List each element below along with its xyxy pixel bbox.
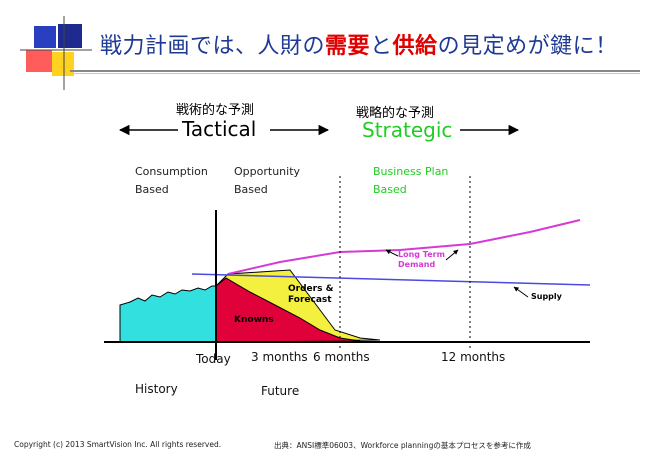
- title-supply: 供給: [392, 34, 438, 59]
- history-label: History: [135, 382, 178, 396]
- opportunity-line2: Based: [234, 183, 268, 196]
- title-part1: 戦力計画では、人財の: [100, 34, 326, 59]
- supply-line: [191, 273, 591, 286]
- long-term-arrow-left: [385, 249, 399, 257]
- title-rule: [70, 70, 640, 72]
- orders-line2: Forecast: [288, 295, 332, 305]
- consumption-line2: Based: [135, 183, 169, 196]
- future-label: Future: [261, 384, 300, 398]
- long-term-arrow-right: [445, 249, 459, 261]
- source-text: 出典：ANSI標準06003、Workforce planningの基本プロセス…: [274, 441, 531, 450]
- tactical-jp-label: 戦術的な予測: [176, 103, 255, 118]
- history-area: [119, 285, 217, 343]
- three-months-label: 3 months: [251, 350, 308, 364]
- opportunity-based-label: Opportunity Based: [234, 163, 300, 199]
- six-months-label: 6 months: [313, 350, 370, 364]
- long-term-line1: Long Term: [398, 250, 445, 259]
- orders-forecast-label: Orders & Forecast: [288, 284, 333, 306]
- consumption-line1: Consumption: [135, 165, 208, 178]
- title-demand: 需要: [325, 34, 371, 59]
- long-term-demand-label: Long Term Demand: [398, 250, 445, 270]
- twelve-months-label: 12 months: [441, 350, 506, 364]
- today-label: Today: [196, 352, 231, 366]
- orders-line1: Orders &: [288, 284, 334, 294]
- page-title: 戦力計画では、人財の需要と供給の見定めが鍵に！: [100, 28, 618, 60]
- supply-arrow: [513, 286, 529, 298]
- strategic-label: Strategic: [362, 118, 453, 142]
- long-term-line2: Demand: [398, 260, 436, 269]
- title-part2: の見定めが鍵に！: [437, 34, 618, 59]
- business-line1: Business Plan: [373, 165, 449, 178]
- business-line2: Based: [373, 183, 407, 196]
- supply-label: Supply: [531, 292, 562, 301]
- consumption-based-label: Consumption Based: [135, 163, 208, 199]
- copyright-text: Copyright (c) 2013 SmartVision Inc. All …: [14, 440, 222, 449]
- tactical-label: Tactical: [182, 117, 257, 141]
- logo-graphic: [20, 16, 92, 90]
- title-connector: と: [370, 34, 393, 59]
- knowns-label: Knowns: [234, 315, 274, 325]
- long-term-demand-line: [227, 219, 581, 275]
- title-rule-secondary: [70, 73, 640, 74]
- opportunity-line1: Opportunity: [234, 165, 301, 178]
- strategic-jp-label: 戦略的な予測: [356, 106, 435, 121]
- business-plan-based-label: Business Plan Based: [373, 163, 448, 199]
